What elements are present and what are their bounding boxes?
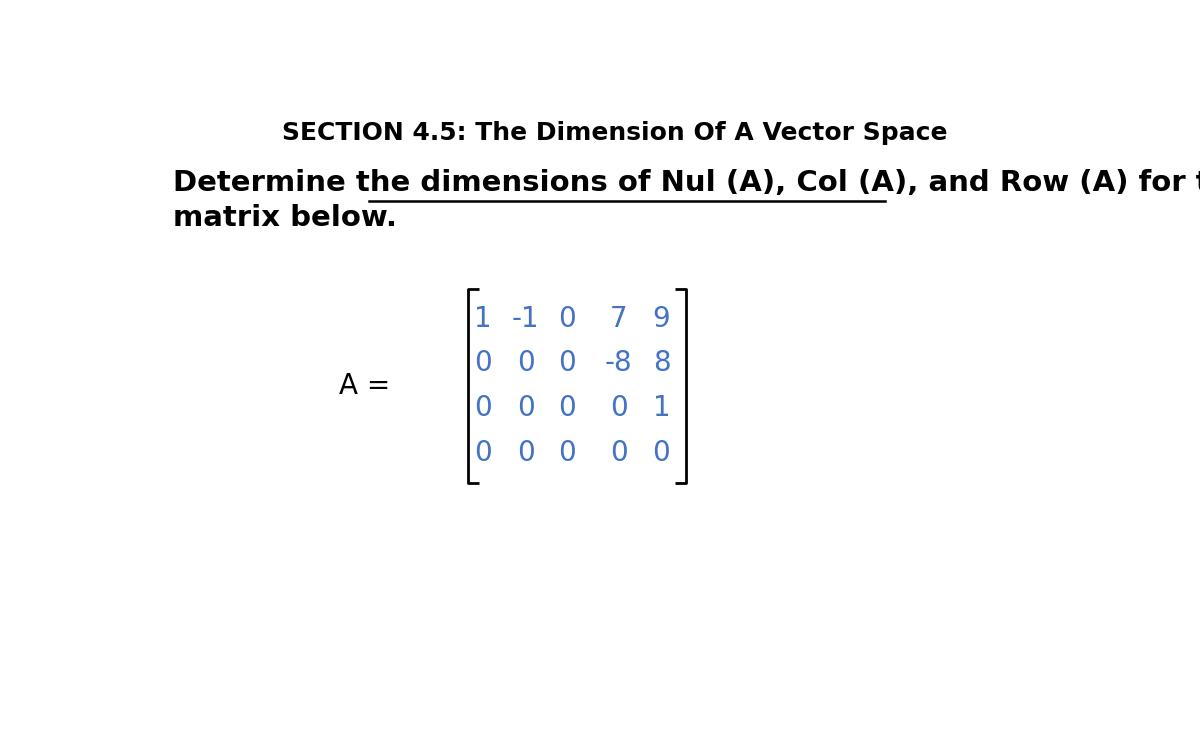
Text: 0: 0: [474, 349, 492, 378]
Text: 0: 0: [610, 439, 628, 467]
Text: 0: 0: [517, 394, 535, 422]
Text: 0: 0: [474, 439, 492, 467]
Text: 1: 1: [474, 305, 492, 333]
Text: Determine the dimensions of Nul (A), Col (A), and Row (A) for the: Determine the dimensions of Nul (A), Col…: [173, 169, 1200, 197]
Text: -1: -1: [512, 305, 540, 333]
Text: SECTION 4.5: The Dimension Of A Vector Space: SECTION 4.5: The Dimension Of A Vector S…: [282, 121, 948, 145]
Text: 0: 0: [517, 349, 535, 378]
Text: 0: 0: [558, 349, 576, 378]
Text: 8: 8: [653, 349, 671, 378]
Text: 0: 0: [558, 439, 576, 467]
Text: 0: 0: [558, 305, 576, 333]
Text: 0: 0: [558, 394, 576, 422]
Text: 1: 1: [653, 394, 671, 422]
Text: matrix below.: matrix below.: [173, 204, 397, 232]
Text: 0: 0: [610, 394, 628, 422]
Text: 0: 0: [474, 394, 492, 422]
Text: 0: 0: [653, 439, 671, 467]
Text: 9: 9: [653, 305, 671, 333]
Text: A =: A =: [340, 372, 390, 400]
Text: -8: -8: [605, 349, 632, 378]
Text: 0: 0: [517, 439, 535, 467]
Text: 7: 7: [610, 305, 628, 333]
